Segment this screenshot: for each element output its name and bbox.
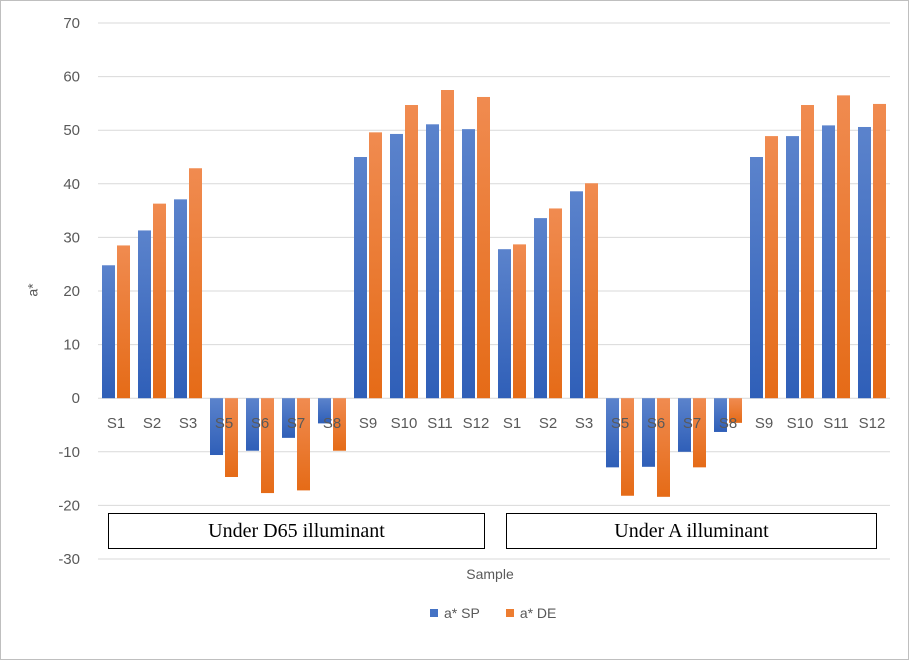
y-tick-label: 70 (63, 15, 80, 32)
bar-sp-s3 (570, 191, 583, 399)
bar-de-s10 (405, 105, 418, 399)
x-tick-label: S10 (787, 415, 814, 432)
legend-item-de: a* DE (505, 605, 557, 621)
bar-de-s12 (873, 103, 886, 399)
legend-swatch-sp (430, 609, 438, 617)
x-tick-label: S6 (251, 415, 269, 432)
x-tick-label: S1 (503, 415, 521, 432)
bar-sp-s12 (858, 126, 871, 399)
y-tick-label: 20 (63, 283, 80, 300)
x-tick-label: S5 (215, 415, 233, 432)
bar-de-s6 (261, 398, 274, 494)
x-tick-label: S10 (391, 415, 418, 432)
x-tick-label: S11 (823, 415, 849, 432)
bar-de-s1 (117, 245, 130, 399)
bar-de-s8 (333, 398, 346, 451)
annotation-a: Under A illuminant (506, 513, 877, 549)
x-tick-label: S2 (539, 415, 557, 432)
bar-sp-s9 (354, 157, 367, 399)
bar-de-s8 (729, 398, 742, 423)
bar-de-s10 (801, 105, 814, 399)
bar-de-s5 (621, 398, 634, 496)
bar-de-s3 (189, 168, 202, 399)
bar-sp-s11 (426, 124, 439, 399)
x-tick-label: S1 (107, 415, 125, 432)
y-tick-label: 50 (63, 122, 80, 139)
bar-sp-s6 (246, 398, 259, 451)
x-tick-label: S9 (359, 415, 377, 432)
bar-sp-s1 (102, 265, 115, 399)
x-tick-label: S3 (179, 415, 197, 432)
bar-sp-s7 (678, 398, 691, 452)
bar-sp-s11 (822, 125, 835, 399)
y-tick-label: 40 (63, 176, 80, 193)
legend-item-sp: a* SP (430, 605, 480, 621)
x-tick-label: S5 (611, 415, 629, 432)
bar-de-s2 (153, 203, 166, 399)
y-tick-label: 0 (72, 390, 80, 407)
y-tick-label: 10 (63, 337, 80, 354)
annotation-d65: Under D65 illuminant (108, 513, 485, 549)
bar-sp-s1 (498, 249, 511, 399)
bar-sp-s10 (786, 136, 799, 399)
bar-de-s12 (477, 96, 490, 399)
bar-sp-s5 (606, 398, 619, 468)
x-tick-label: S12 (463, 415, 490, 432)
bar-sp-s9 (750, 157, 763, 399)
legend-swatch-de (505, 609, 514, 617)
bar-de-s7 (297, 398, 310, 491)
x-axis-label: Sample (466, 566, 514, 582)
bar-de-s9 (369, 132, 382, 399)
legend: a* SP a* DE (430, 605, 556, 621)
y-tick-label: -20 (58, 497, 80, 514)
bar-de-s11 (441, 90, 454, 399)
bar-sp-s8 (714, 398, 727, 432)
bar-sp-s3 (174, 199, 187, 399)
bar-de-s3 (585, 183, 598, 399)
x-tick-label: S7 (287, 415, 305, 432)
bar-de-s11 (837, 95, 850, 399)
x-tick-label: S11 (427, 415, 453, 432)
x-tick-label: S12 (859, 415, 886, 432)
bar-de-s6 (657, 398, 670, 497)
y-axis-label: a* (24, 283, 41, 297)
x-tick-label: S2 (143, 415, 161, 432)
bar-de-s5 (225, 398, 238, 477)
bar-de-s2 (549, 208, 562, 399)
legend-label-de: a* DE (519, 605, 557, 621)
y-tick-label: 60 (63, 69, 80, 86)
bar-sp-s6 (642, 398, 655, 467)
bar-sp-s10 (390, 133, 403, 399)
x-tick-label: S3 (575, 415, 593, 432)
bar-sp-s5 (210, 398, 223, 456)
bar-sp-s8 (318, 398, 331, 424)
y-tick-label: 30 (63, 229, 80, 246)
bar-sp-s2 (534, 218, 547, 399)
bar-sp-s7 (282, 398, 295, 438)
bar-de-s9 (765, 136, 778, 399)
y-tick-label: -30 (58, 551, 80, 568)
x-tick-label: S8 (323, 415, 341, 432)
y-tick-label: -10 (58, 444, 80, 461)
x-tick-label: S6 (647, 415, 665, 432)
x-tick-label: S7 (683, 415, 701, 432)
x-tick-label: S9 (755, 415, 773, 432)
legend-label-sp: a* SP (444, 605, 480, 621)
bar-de-s1 (513, 244, 526, 399)
x-tick-label: S8 (719, 415, 737, 432)
bar-de-s7 (693, 398, 706, 468)
bar-sp-s12 (462, 129, 475, 399)
bar-sp-s2 (138, 230, 151, 399)
